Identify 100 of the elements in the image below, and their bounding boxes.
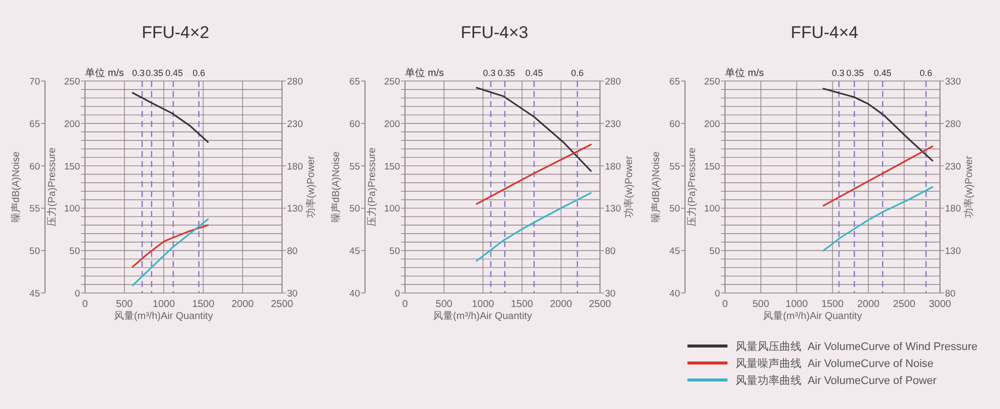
text: 单位 m/s: [405, 67, 444, 79]
y3-tick-label: 60: [669, 118, 680, 130]
y3-tick-label: 45: [29, 288, 40, 300]
x-tick-label: 1000: [472, 299, 495, 310]
y-tick-label: 150: [64, 161, 80, 172]
annotation: 0.6: [920, 68, 932, 78]
y2-axis-title: 功率(w)Power: [963, 155, 975, 218]
x-tick-label: 1000: [152, 299, 176, 310]
line-series: [476, 192, 592, 262]
annotation: 0.6: [571, 68, 584, 78]
x-tick-label: 1500: [821, 299, 844, 310]
annotation: 0.45: [874, 68, 892, 78]
y-tick-label: 50: [709, 246, 720, 258]
x-tick-label: 3000: [928, 299, 952, 310]
y3-axis-title: 噪声dB(A)Noise: [330, 151, 342, 223]
y-tick-label: 200: [384, 118, 400, 130]
y2-tick-label: 180: [945, 204, 961, 215]
x-tick-label: 2000: [231, 299, 254, 310]
legend-label: 风量风压曲线 Air VolumeCurve of Wind Pressure: [735, 340, 978, 353]
text: 单位 m/s: [85, 67, 124, 79]
y-tick-label: 50: [69, 246, 80, 258]
annotation: 0.45: [165, 68, 183, 78]
y2-tick-label: 180: [605, 161, 621, 172]
x-tick-label: 500: [436, 299, 453, 310]
line-series: [132, 224, 209, 268]
y3-tick-label: 55: [669, 161, 680, 172]
y-tick-label: 0: [394, 288, 400, 300]
x-tick-label: 500: [116, 299, 134, 310]
y3-tick-label: 60: [29, 161, 40, 172]
x-tick-label: 1000: [786, 299, 808, 310]
y2-tick-label: 130: [945, 246, 961, 258]
y-axis-title: 压力(Pa)Pressure: [366, 147, 378, 226]
y2-tick-label: 230: [605, 118, 621, 130]
line-series: [132, 92, 209, 143]
y2-tick-label: 230: [945, 161, 961, 172]
y2-tick-label: 180: [287, 161, 303, 172]
y3-tick-label: 65: [669, 76, 680, 88]
y2-tick-label: 280: [605, 76, 621, 88]
x-tick-label: 1500: [192, 299, 215, 310]
annotation: 0.35: [146, 68, 164, 78]
x-tick-label: 0: [82, 299, 88, 310]
annotation: 0.45: [525, 68, 543, 78]
y-tick-label: 250: [64, 76, 80, 88]
y-axis-title: 压力(Pa)Pressure: [46, 147, 58, 226]
annotation: 0.35: [498, 68, 516, 78]
legend-label: 风量噪声曲线 Air VolumeCurve of Noise: [735, 357, 934, 370]
annotation: 0.35: [846, 68, 864, 78]
annotation: 0.6: [192, 68, 206, 78]
y-tick-label: 150: [704, 161, 720, 172]
y2-tick-label: 280: [287, 76, 303, 88]
y3-tick-label: 65: [29, 118, 40, 130]
legend-label: 风量功率曲线 Air VolumeCurve of Power: [735, 374, 937, 387]
y2-tick-label: 30: [605, 288, 616, 300]
x-tick-label: 2500: [270, 299, 294, 310]
y2-tick-label: 230: [287, 118, 303, 130]
y3-tick-label: 40: [349, 288, 360, 300]
y-tick-label: 100: [64, 204, 80, 215]
x-tick-label: 0: [402, 299, 408, 310]
y3-axis-title: 噪声dB(A)Noise: [650, 151, 662, 223]
x-tick-label: 2000: [857, 299, 880, 310]
y2-tick-label: 330: [945, 76, 961, 88]
annotation: 0.3: [132, 68, 145, 78]
y3-tick-label: 50: [349, 204, 360, 215]
y3-tick-label: 50: [29, 246, 40, 258]
y-tick-label: 100: [704, 204, 720, 215]
y-tick-label: 0: [74, 288, 80, 300]
y-tick-label: 200: [64, 118, 80, 130]
y-tick-label: 250: [384, 76, 400, 88]
y-axis-title: 压力(Pa)Pressure: [686, 147, 698, 226]
y2-tick-label: 280: [945, 118, 961, 130]
y2-axis-title: 功率(w)Power: [623, 155, 635, 218]
text: 单位 m/s: [725, 67, 764, 79]
y-tick-label: 0: [714, 288, 720, 300]
x-axis-title: 风量(m³/h)Air Quantity: [763, 311, 862, 322]
y2-tick-label: 30: [287, 288, 298, 300]
y3-tick-label: 45: [669, 246, 680, 258]
line-series: [822, 88, 934, 162]
y-tick-label: 100: [384, 204, 400, 215]
y3-axis-title: 噪声dB(A)Noise: [10, 151, 22, 223]
x-tick-label: 2000: [550, 299, 573, 310]
x-tick-label: 2500: [893, 299, 916, 310]
y3-tick-label: 65: [349, 76, 360, 88]
y2-tick-label: 80: [287, 246, 298, 258]
x-axis-title: 风量(m³/h)Air Quantity: [433, 311, 532, 322]
y2-tick-label: 80: [605, 246, 616, 258]
y3-tick-label: 40: [669, 288, 680, 300]
y3-tick-label: 55: [349, 161, 360, 172]
y-tick-label: 250: [704, 76, 720, 88]
annotation: 0.3: [483, 68, 496, 78]
line-series: [476, 86, 592, 172]
y3-tick-label: 60: [349, 118, 360, 130]
y2-tick-label: 80: [945, 288, 956, 300]
chart-title: FFU-4×4: [790, 23, 858, 42]
chart-title: FFU-4×2: [142, 23, 210, 42]
y2-tick-label: 130: [605, 204, 621, 215]
y3-tick-label: 50: [669, 204, 680, 215]
x-tick-label: 0: [722, 299, 728, 310]
chart-title: FFU-4×3: [460, 23, 528, 42]
line-series: [822, 186, 934, 252]
y2-axis-title: 功率(w)Power: [305, 155, 317, 218]
